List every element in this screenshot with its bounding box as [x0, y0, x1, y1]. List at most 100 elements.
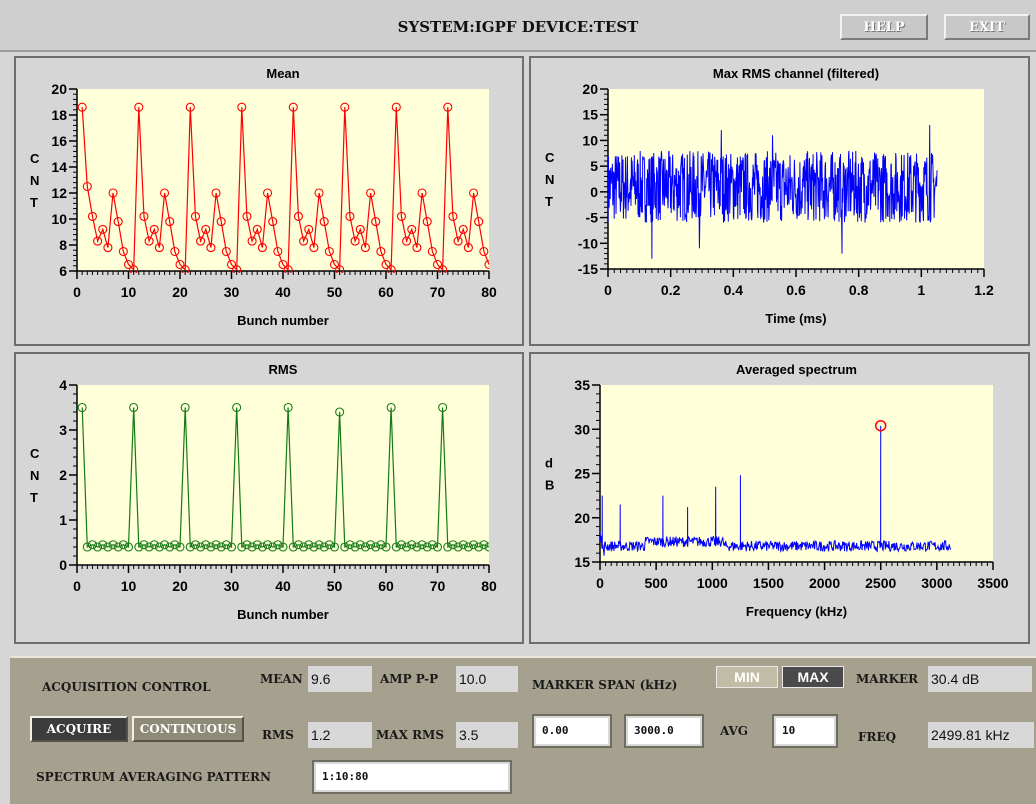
data-point-marker: [381, 542, 391, 552]
data-point-marker: [247, 542, 257, 552]
data-point-marker: [263, 540, 273, 550]
data-point-marker: [211, 540, 221, 550]
data-point-marker: [299, 236, 309, 246]
acquire-button[interactable]: ACQUIRE: [30, 716, 128, 742]
data-point-marker: [468, 540, 479, 550]
x-tick-label: 80: [481, 284, 497, 300]
data-point-marker: [355, 540, 365, 550]
data-point-marker: [432, 542, 443, 552]
data-point-marker: [329, 542, 340, 552]
data-point-marker: [407, 540, 417, 550]
marker-span-low-input[interactable]: 0.00: [532, 714, 612, 748]
x-tick-label: 0: [73, 284, 81, 300]
max-toggle[interactable]: MAX: [782, 666, 844, 688]
data-point-marker: [268, 217, 278, 227]
data-point-marker: [293, 540, 304, 550]
data-point-marker: [180, 265, 190, 273]
x-axis-label: Frequency (kHz): [746, 604, 847, 619]
signal-trace: [608, 124, 938, 259]
data-point-marker: [226, 542, 237, 552]
y-tick-label: 20: [51, 81, 67, 97]
data-point-marker: [123, 542, 134, 552]
data-point-marker: [165, 217, 175, 227]
y-axis-label-letter: T: [30, 195, 38, 210]
data-point-marker: [216, 542, 226, 552]
data-point-marker: [206, 542, 216, 552]
data-point-marker: [479, 540, 489, 550]
y-axis-label-letter: N: [545, 172, 554, 187]
data-point-marker: [118, 246, 128, 257]
max-rms-channel-chart: Max RMS channel (filtered) Time (ms) CNT 0 0…: [545, 66, 994, 326]
data-point-marker: [103, 542, 113, 552]
data-point-marker: [170, 540, 180, 550]
data-point-marker: [134, 102, 144, 112]
x-tick-label: 50: [327, 578, 343, 594]
y-tick-label: 6: [59, 263, 67, 279]
data-point-marker: [314, 540, 324, 550]
data-point-marker: [329, 259, 340, 270]
x-tick-label: 30: [224, 284, 240, 300]
data-point-marker: [149, 540, 159, 550]
marker-span-high-input[interactable]: 3000.0: [624, 714, 704, 748]
data-point-marker: [371, 217, 381, 227]
min-toggle[interactable]: MIN: [716, 666, 778, 688]
data-point-marker: [93, 542, 103, 552]
data-point-marker: [319, 542, 329, 552]
x-tick-label: 3500: [977, 575, 1008, 591]
chart-title: Averaged spectrum: [736, 362, 857, 377]
data-point-marker: [381, 259, 391, 270]
data-point-marker: [427, 540, 437, 550]
x-tick-label: 70: [430, 284, 446, 300]
data-point-marker: [376, 540, 386, 550]
data-point-marker: [154, 243, 164, 253]
data-point-marker: [335, 407, 345, 417]
y-tick-label: -10: [578, 235, 598, 251]
x-tick-label: 1: [917, 282, 925, 298]
data-point-marker: [196, 542, 206, 552]
data-point-marker: [144, 236, 154, 246]
y-tick-label: -15: [578, 261, 598, 277]
mean-chart: Mean Bunch number CNT 0 10 20 30 40 50 60 70 80 6 8 10…: [30, 66, 497, 328]
data-point-marker: [242, 540, 252, 550]
rms-value: 1.2: [308, 722, 372, 748]
data-point-marker: [257, 243, 267, 253]
x-tick-label: 0: [604, 282, 612, 298]
y-tick-label: 10: [582, 132, 598, 148]
data-point-marker: [324, 540, 334, 550]
data-point-marker: [396, 540, 407, 550]
x-tick-label: 2500: [865, 575, 896, 591]
data-point-marker: [402, 542, 412, 552]
y-tick-label: 25: [574, 466, 590, 482]
data-point-marker: [160, 540, 170, 550]
data-point-marker: [237, 102, 247, 112]
data-point-marker: [443, 102, 453, 112]
y-axis-label-letter: C: [545, 150, 555, 165]
max-rms-label: MAX RMS: [376, 728, 445, 742]
data-point-marker: [463, 243, 473, 253]
data-point-marker: [407, 224, 417, 234]
data-point-marker: [144, 542, 154, 552]
data-point-marker: [113, 542, 123, 552]
data-point-marker: [345, 540, 355, 550]
data-point-marker: [113, 217, 123, 227]
help-button[interactable]: HELP: [840, 14, 928, 40]
y-axis-label-letter: T: [545, 194, 553, 209]
y-tick-label: 10: [51, 211, 67, 227]
x-tick-label: 1.2: [974, 282, 994, 298]
data-point-marker: [283, 265, 293, 273]
data-point-marker: [376, 246, 386, 257]
exit-button[interactable]: EXIT: [944, 14, 1030, 40]
data-point-marker: [474, 542, 484, 552]
data-point-marker: [345, 211, 355, 221]
spectrum-averaging-pattern-input[interactable]: 1:10:80: [312, 760, 512, 794]
data-point-marker: [443, 542, 453, 552]
data-point-marker: [309, 542, 319, 552]
data-point-marker: [273, 246, 283, 257]
avg-input[interactable]: 10: [772, 714, 838, 748]
data-point-marker: [278, 259, 288, 270]
continuous-button[interactable]: CONTINUOUS: [132, 716, 244, 742]
max-rms-channel-panel: Max RMS channel (filtered) Time (ms) C N T 0 0…: [529, 56, 1030, 346]
data-point-marker: [134, 542, 144, 552]
y-axis-label-letter: C: [30, 446, 40, 461]
data-point-marker: [484, 542, 489, 552]
